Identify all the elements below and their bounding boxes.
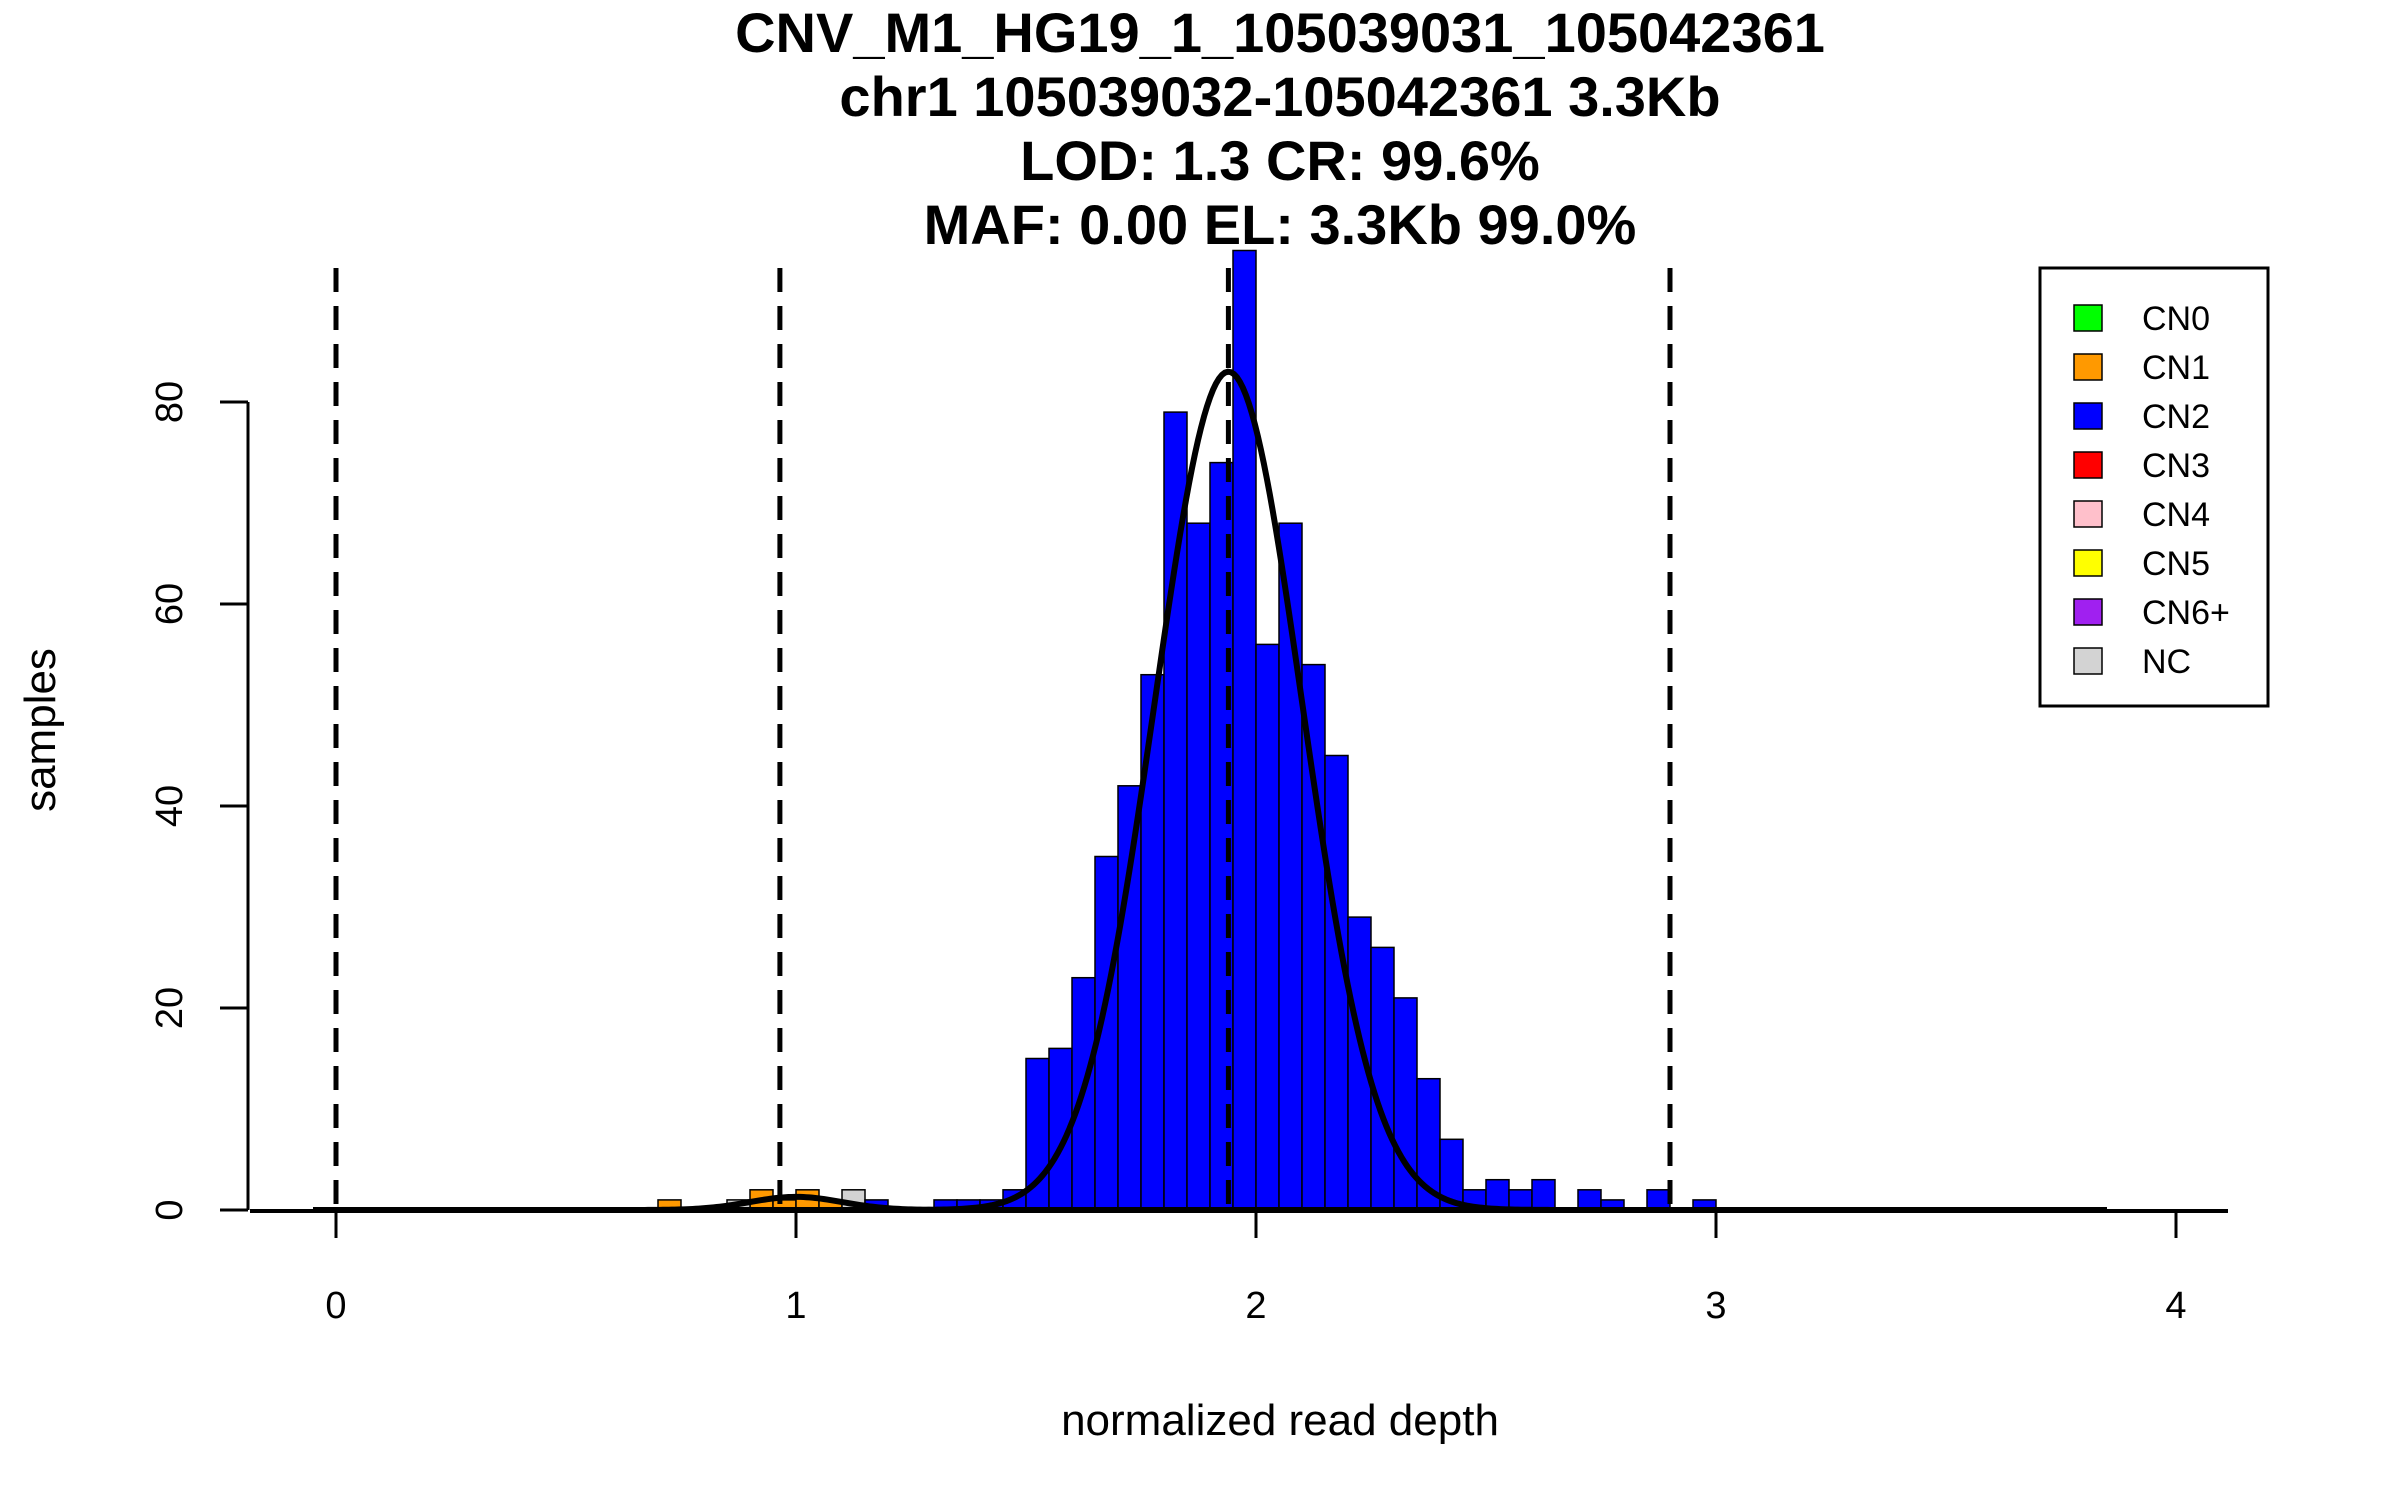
legend-label-cn2: CN2 — [2142, 398, 2210, 436]
legend-label-nc: NC — [2142, 643, 2191, 681]
legend-swatch-cn0 — [2073, 304, 2103, 332]
x-tick-label-2: 2 — [1245, 1285, 1266, 1327]
bar-cn2-2.850 — [1646, 1189, 1671, 1211]
x-axis-label: normalized read depth — [1061, 1396, 1499, 1445]
y-tick-label-20: 20 — [149, 987, 191, 1029]
legend-swatch-nc — [2073, 647, 2103, 675]
legend-swatch-cn3 — [2073, 451, 2103, 479]
bar-cn2-2.100 — [1301, 663, 1326, 1211]
threshold-lines — [333, 268, 1673, 1210]
bar-cn2-2.000 — [1255, 643, 1280, 1211]
bar-cn2-1.800 — [1163, 411, 1188, 1211]
legend-label-cn4: CN4 — [2142, 496, 2210, 534]
y-tick-label-0: 0 — [149, 1199, 191, 1220]
legend-label-cn6plus: CN6+ — [2142, 594, 2230, 632]
legend-label-cn5: CN5 — [2142, 545, 2210, 583]
legend-swatch-cn1 — [2073, 353, 2103, 381]
bar-cn2-2.250 — [1370, 946, 1395, 1211]
legend-swatch-cn2 — [2073, 402, 2103, 430]
title-line-4: MAF: 0.00 EL: 3.3Kb 99.0% — [924, 193, 1637, 256]
legend-swatch-cn6plus — [2073, 598, 2103, 626]
x-tick-label-4: 4 — [2165, 1285, 2186, 1327]
bar-cn2-2.600 — [1531, 1178, 1556, 1211]
title-line-2: chr1 105039032-105042361 3.3Kb — [839, 65, 1720, 128]
legend-swatch-cn5 — [2073, 549, 2103, 577]
title-line-3: LOD: 1.3 CR: 99.6% — [1020, 129, 1540, 192]
bar-cn2-1.850 — [1186, 522, 1211, 1211]
y-tick-label-40: 40 — [149, 785, 191, 827]
x-tick-label-1: 1 — [785, 1285, 806, 1327]
legend-box — [2038, 266, 2270, 708]
legend-label-cn1: CN1 — [2142, 349, 2210, 387]
histogram-bars — [657, 249, 1717, 1211]
y-tick-label-80: 80 — [149, 381, 191, 423]
bar-cn2-1.700 — [1117, 785, 1142, 1211]
bar-cn2-2.700 — [1577, 1189, 1602, 1211]
legend-label-cn3: CN3 — [2142, 447, 2210, 485]
x-tick-label-3: 3 — [1705, 1285, 1726, 1327]
y-tick-label-60: 60 — [149, 583, 191, 625]
y-axis-label: samples — [16, 648, 65, 812]
chart-title: CNV_M1_HG19_1_105039031_105042361 chr1 1… — [735, 1, 1825, 256]
legend: CN0 CN1 CN2 CN3 CN4 CN5 CN6+ NC — [2038, 266, 2270, 708]
title-line-1: CNV_M1_HG19_1_105039031_105042361 — [735, 1, 1825, 64]
x-tick-label-0: 0 — [325, 1285, 346, 1327]
legend-label-cn0: CN0 — [2142, 300, 2210, 338]
legend-swatch-cn4 — [2073, 500, 2103, 528]
